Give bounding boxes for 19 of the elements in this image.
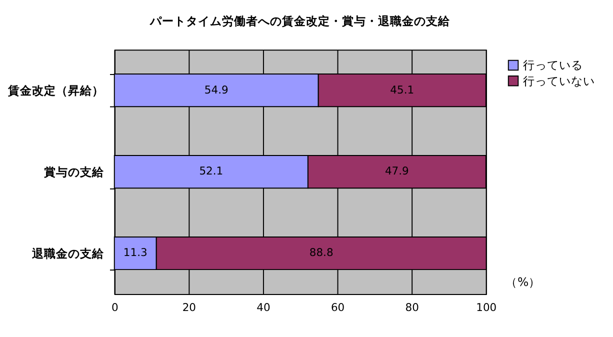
x-tick-label: 80 [405, 301, 420, 314]
data-label: 47.9 [384, 164, 410, 178]
y-tick-label: 賃金改定（昇給） [7, 84, 104, 98]
chart-title: パートタイム労働者への賃金改定・賞与・退職金の支給 [149, 14, 452, 28]
data-label: 52.1 [199, 164, 224, 178]
text: （%） [505, 275, 541, 290]
x-tick-label: 20 [182, 301, 196, 314]
data-label: 88.8 [309, 246, 334, 260]
x-tick-label: 40 [256, 301, 270, 314]
x-tick-label: 0 [111, 301, 118, 314]
legend-label: 行っていない [523, 74, 596, 88]
legend-label: 行っている [523, 58, 584, 72]
data-label: 45.1 [390, 83, 414, 96]
data-label: 11.3 [123, 246, 148, 260]
x-tick-label: 100 [476, 301, 497, 314]
data-label: 54.9 [204, 83, 228, 96]
y-tick-label: 退職金の支給 [31, 246, 106, 261]
y-tick-label: 賞与の支給 [44, 165, 106, 180]
x-tick-label: 60 [330, 301, 345, 314]
